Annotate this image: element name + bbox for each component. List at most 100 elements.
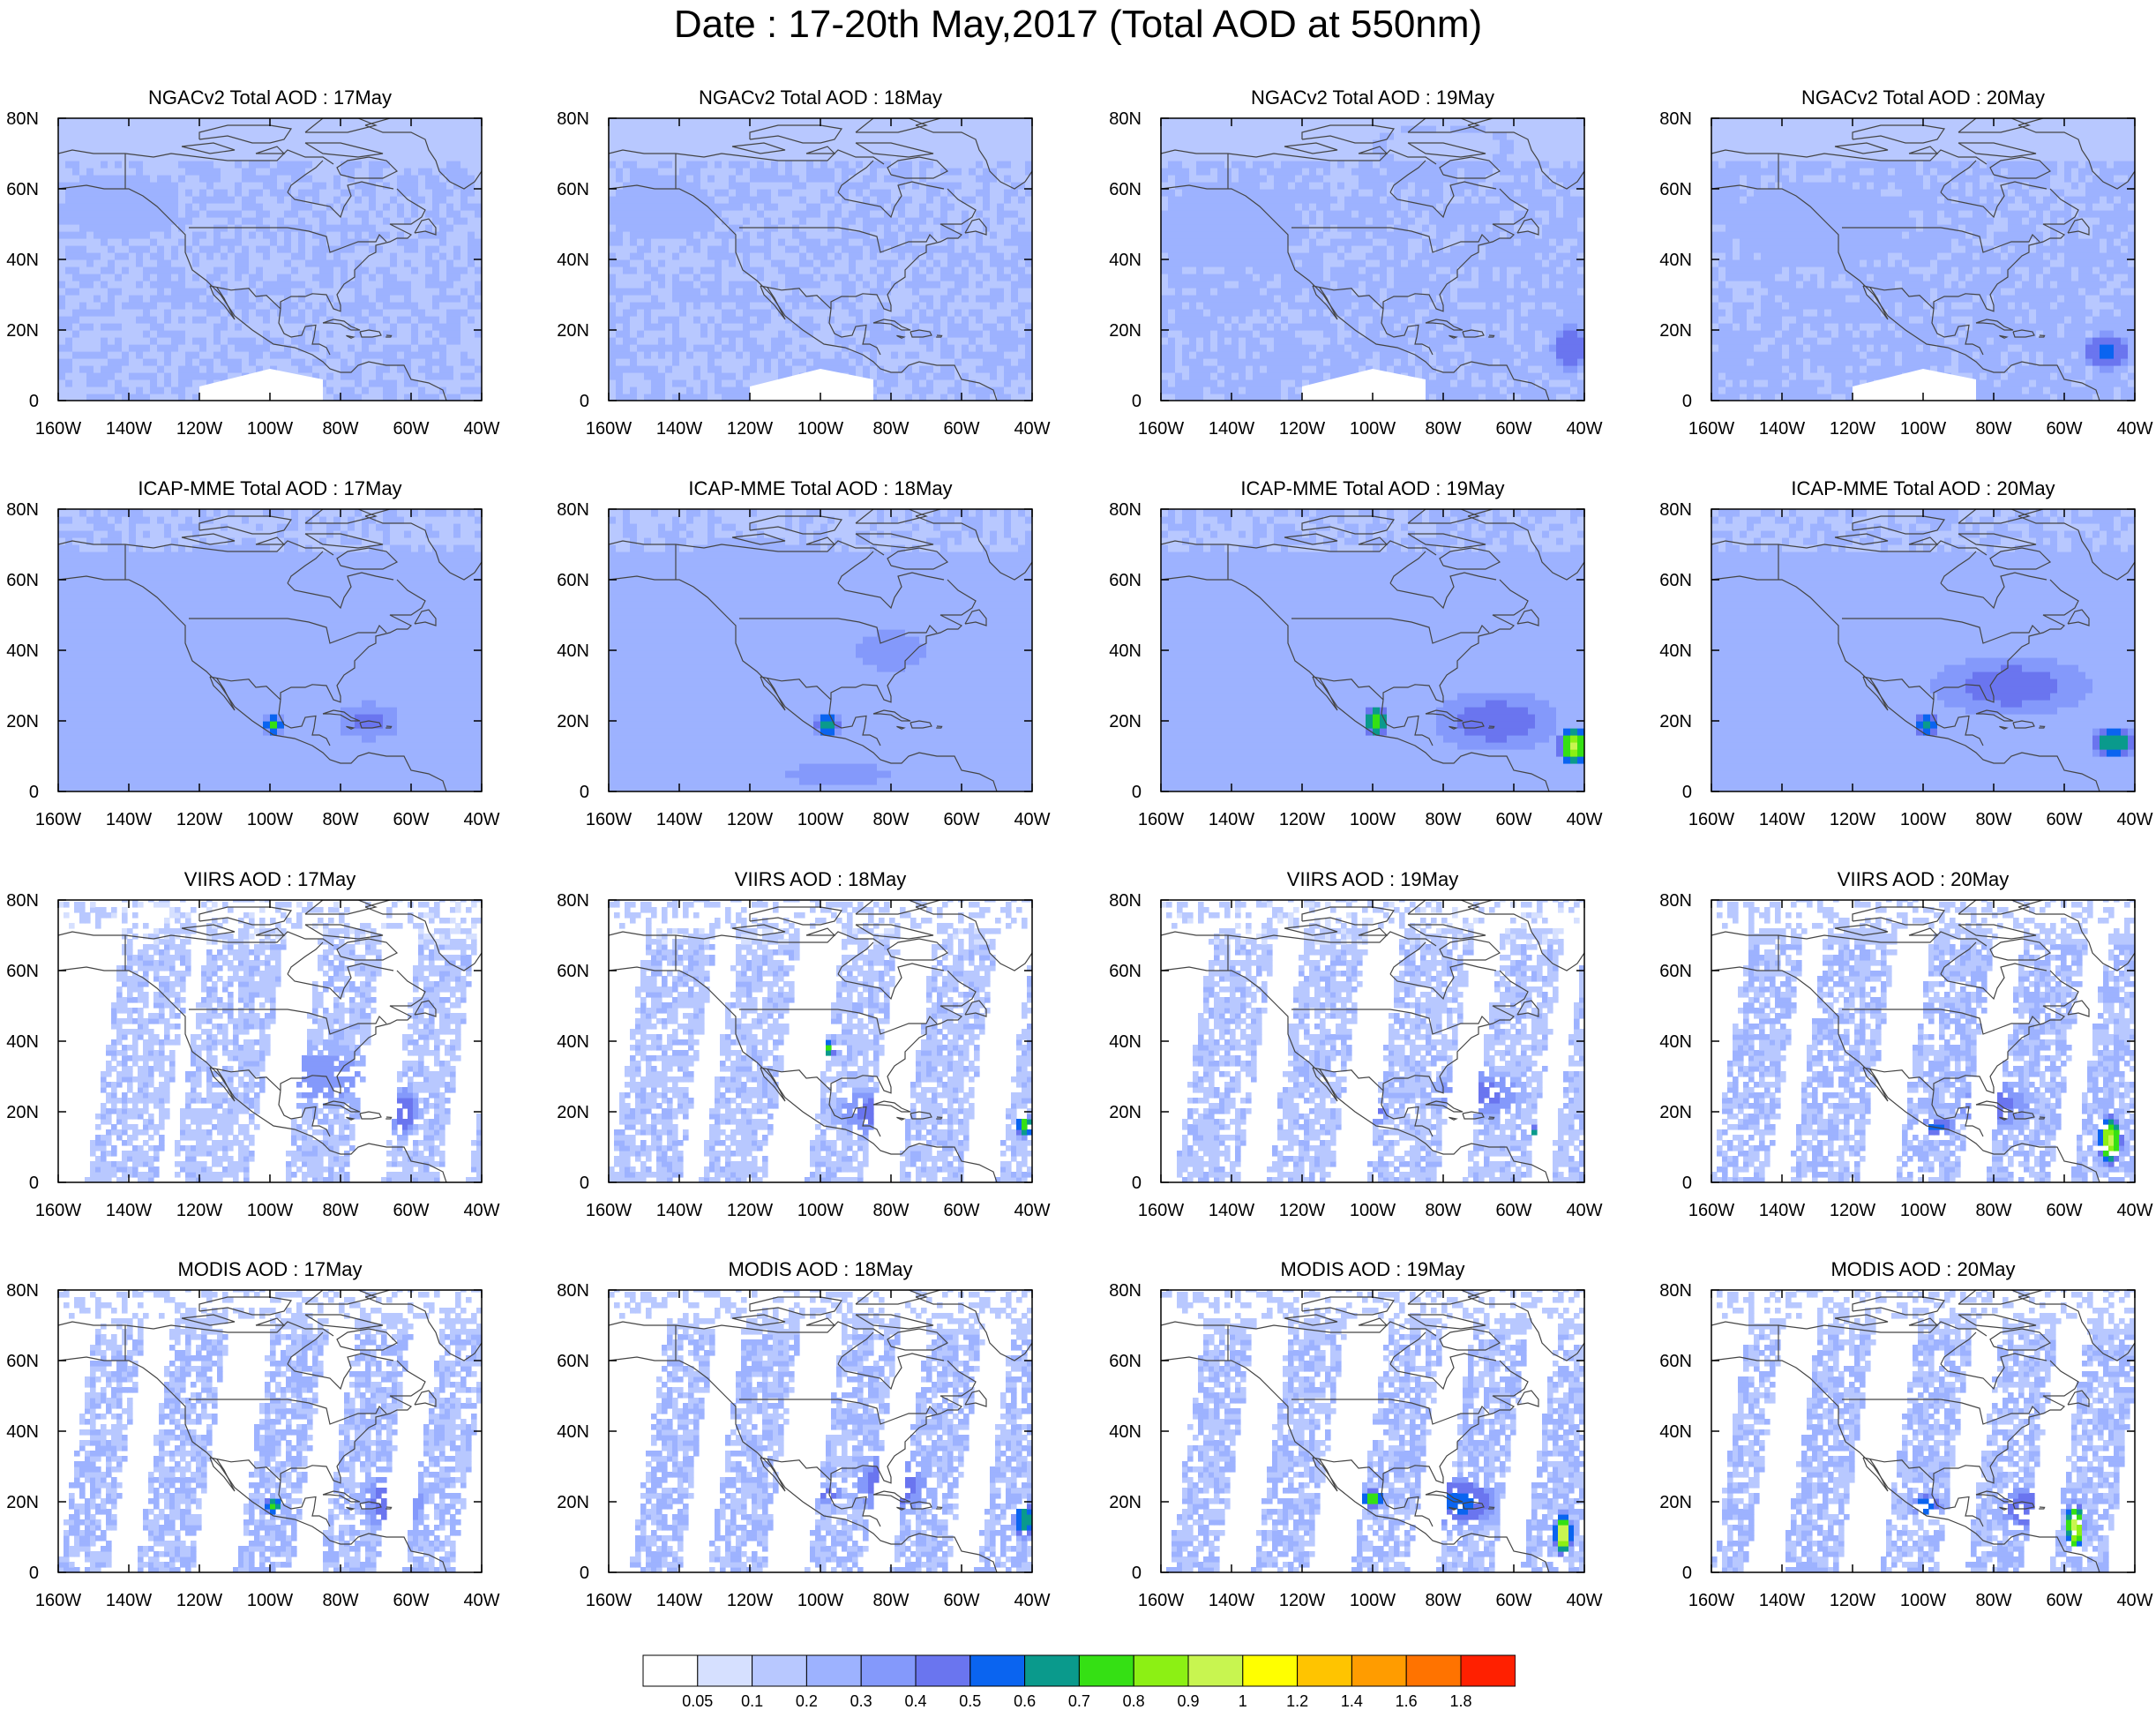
x-tick-label: 160W — [1138, 419, 1184, 439]
colorbar-tick-label: 1 — [1239, 1692, 1247, 1710]
map-panel-icap-mme-4: ICAP-MME Total AOD : 20May 160W 140W 120W 10… — [1659, 477, 2152, 829]
colorbar-tick-label: 0.5 — [959, 1692, 981, 1710]
y-tick-label: 20N — [1109, 1103, 1142, 1122]
x-tick-label: 120W — [1830, 1591, 1875, 1610]
x-tick-label: 60W — [943, 810, 979, 829]
colorbar-box — [1460, 1654, 1516, 1687]
x-tick-label: 80W — [1425, 810, 1461, 829]
colorbar-box — [1351, 1654, 1407, 1687]
y-tick-label: 80N — [1109, 891, 1142, 911]
y-tick-label: 80N — [6, 1281, 39, 1301]
x-tick-label: 40W — [1566, 810, 1602, 829]
y-tick-label: 0 — [580, 1174, 589, 1193]
coastline — [58, 509, 482, 791]
x-tick-label: 40W — [463, 1591, 499, 1610]
x-tick-label: 100W — [1900, 810, 1946, 829]
map-panel-icap-mme-3: ICAP-MME Total AOD : 19May 160W 140W 120W 10… — [1109, 477, 1602, 829]
y-tick-label: 20N — [557, 1493, 589, 1512]
x-tick-label: 100W — [797, 1201, 843, 1220]
aod-field — [1711, 1290, 2135, 1572]
x-tick-label: 120W — [727, 810, 773, 829]
coastline — [1711, 118, 2135, 401]
x-tick-label: 40W — [2116, 419, 2152, 439]
x-tick-label: 40W — [1566, 1591, 1602, 1610]
x-tick-label: 160W — [35, 810, 81, 829]
y-tick-label: 40N — [1109, 1422, 1142, 1442]
y-tick-label: 40N — [6, 1422, 39, 1442]
map-panel-icap-mme-2: ICAP-MME Total AOD : 18May 160W 140W 120W 10… — [557, 477, 1050, 829]
x-tick-label: 40W — [463, 419, 499, 439]
y-tick-label: 40N — [557, 1422, 589, 1442]
y-tick-label: 0 — [29, 1564, 39, 1583]
colorbar-tick-label: 0.8 — [1123, 1692, 1145, 1710]
x-tick-label: 80W — [1425, 1201, 1461, 1220]
panel-title: MODIS AOD : 17May — [177, 1258, 362, 1280]
x-tick-label: 100W — [1900, 1201, 1946, 1220]
map-panel-viirs-4: VIIRS AOD : 20May 160W 140W 120W 100W 80W 60W 4… — [1659, 868, 2152, 1220]
x-tick-label: 160W — [1688, 810, 1734, 829]
coastline — [1711, 900, 2135, 1182]
colorbar-tick-label: 0.4 — [904, 1692, 926, 1710]
x-tick-label: 60W — [2046, 1201, 2082, 1220]
x-tick-label: 140W — [1209, 1201, 1254, 1220]
x-tick-label: 120W — [1279, 1591, 1325, 1610]
y-tick-label: 60N — [1109, 1352, 1142, 1371]
x-tick-label: 140W — [656, 1591, 702, 1610]
colorbar-tick-label: 0.05 — [682, 1692, 713, 1710]
x-tick-label: 100W — [1350, 419, 1396, 439]
y-tick-label: 60N — [6, 962, 39, 981]
x-tick-label: 40W — [463, 1201, 499, 1220]
panel-title: NGACv2 Total AOD : 19May — [1251, 86, 1494, 109]
y-tick-label: 0 — [1132, 1174, 1142, 1193]
x-tick-label: 80W — [1975, 810, 2011, 829]
x-tick-label: 140W — [1209, 419, 1254, 439]
x-tick-label: 160W — [586, 1201, 632, 1220]
x-tick-label: 40W — [2116, 1201, 2152, 1220]
x-tick-label: 140W — [656, 419, 702, 439]
x-tick-label: 40W — [1566, 1201, 1602, 1220]
y-tick-label: 20N — [557, 321, 589, 341]
map-panel-viirs-1: VIIRS AOD : 17May 160W 140W 120W 100W 80W 60W 4… — [6, 868, 499, 1220]
map-panel-modis-1: MODIS AOD : 17May 160W 140W 120W 100W 80W 60W 4… — [6, 1258, 499, 1610]
coastline — [58, 900, 482, 1182]
x-tick-label: 60W — [393, 419, 429, 439]
colorbar-box — [1078, 1654, 1134, 1687]
y-tick-label: 60N — [1659, 571, 1692, 590]
x-tick-label: 80W — [872, 419, 909, 439]
y-tick-label: 80N — [557, 109, 589, 129]
map-panel-modis-2: MODIS AOD : 18May 160W 140W 120W 100W 80W 60W 4… — [557, 1258, 1050, 1610]
x-tick-label: 80W — [872, 1591, 909, 1610]
y-tick-label: 0 — [580, 1564, 589, 1583]
colorbar-box — [1297, 1654, 1352, 1687]
x-tick-label: 140W — [106, 1201, 152, 1220]
x-tick-label: 160W — [35, 1201, 81, 1220]
x-tick-label: 60W — [1495, 810, 1531, 829]
x-tick-label: 140W — [1209, 1591, 1254, 1610]
aod-colorbar — [642, 1654, 1516, 1687]
coastline — [58, 118, 482, 401]
panel-title: VIIRS AOD : 20May — [1838, 868, 2009, 890]
x-tick-label: 80W — [322, 810, 358, 829]
x-tick-label: 60W — [1495, 1201, 1531, 1220]
x-tick-label: 140W — [106, 1591, 152, 1610]
x-tick-label: 60W — [2046, 1591, 2082, 1610]
x-tick-label: 60W — [393, 1201, 429, 1220]
coastline — [58, 1290, 482, 1572]
y-tick-label: 80N — [6, 500, 39, 520]
panel-title: VIIRS AOD : 17May — [184, 868, 356, 890]
y-tick-label: 80N — [557, 1281, 589, 1301]
aod-field — [609, 509, 1032, 791]
x-tick-label: 40W — [463, 810, 499, 829]
x-tick-label: 140W — [1759, 419, 1805, 439]
colorbar-box — [1133, 1654, 1189, 1687]
coastline — [1161, 118, 1584, 401]
x-tick-label: 60W — [1495, 1591, 1531, 1610]
colorbar-box — [1187, 1654, 1244, 1687]
x-tick-label: 160W — [35, 1591, 81, 1610]
panel-title: ICAP-MME Total AOD : 19May — [1240, 477, 1504, 499]
colorbar-box — [1024, 1654, 1080, 1687]
x-tick-label: 120W — [176, 419, 222, 439]
aod-field — [1161, 118, 1584, 401]
y-tick-label: 0 — [1682, 1564, 1692, 1583]
x-tick-label: 120W — [727, 1591, 773, 1610]
